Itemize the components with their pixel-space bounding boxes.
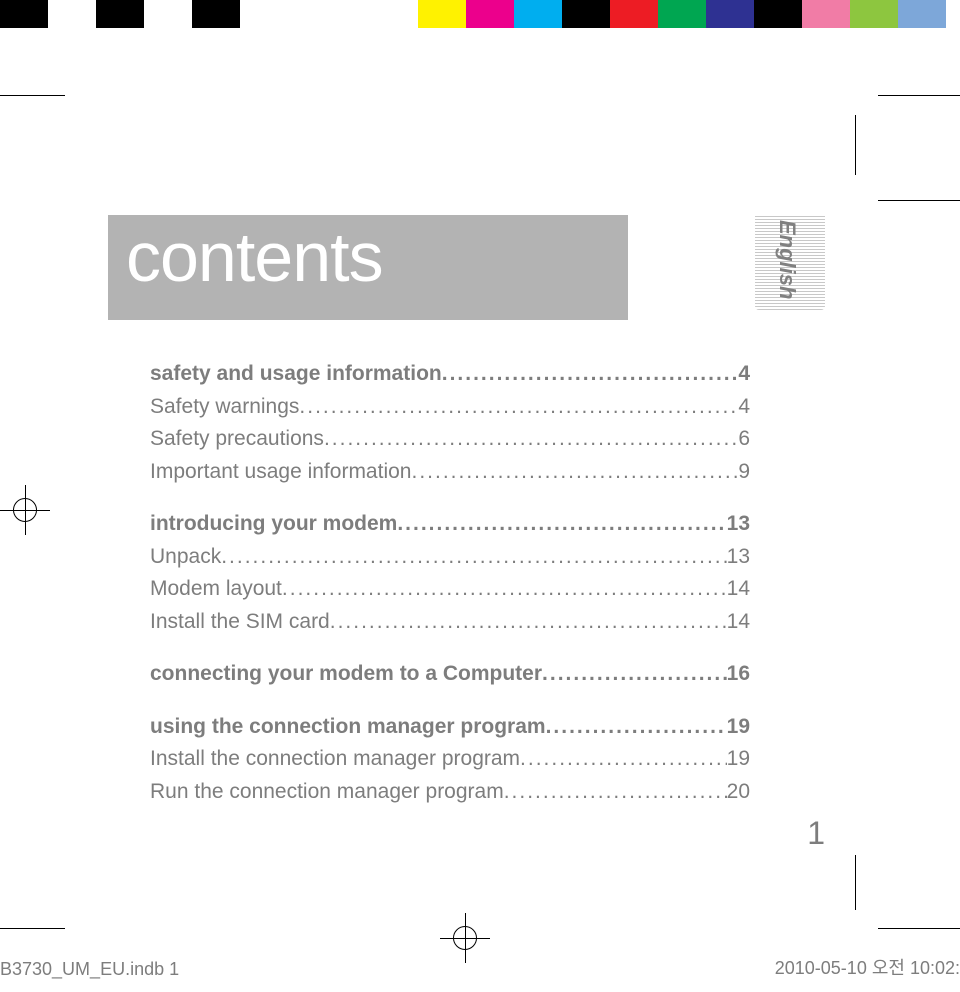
- toc-label: Modem layout: [150, 573, 282, 606]
- toc-label: Important usage information: [150, 456, 411, 489]
- toc-page: 13: [727, 508, 750, 541]
- toc-leader-dots: [330, 606, 727, 639]
- footer-filename: B3730_UM_EU.indb 1: [0, 959, 179, 980]
- toc-leader-dots: [542, 658, 727, 691]
- toc-row: Important usage information 9: [150, 456, 750, 489]
- toc-row: connecting your modem to a Computer 16: [150, 658, 750, 691]
- toc-row: Safety precautions 6: [150, 423, 750, 456]
- color-swatch: [514, 0, 562, 28]
- table-of-contents: safety and usage information4Safety warn…: [150, 358, 750, 809]
- toc-page: 19: [727, 743, 750, 776]
- toc-row: using the connection manager program 19: [150, 711, 750, 744]
- toc-page: 4: [738, 391, 750, 424]
- toc-label: Run the connection manager program: [150, 776, 504, 809]
- crop-mark: [855, 115, 856, 175]
- color-calibration-bar: [0, 0, 960, 28]
- toc-leader-dots: [504, 776, 727, 809]
- color-swatch: [48, 0, 96, 28]
- toc-page: 16: [727, 658, 750, 691]
- color-swatch: [466, 0, 514, 28]
- toc-row: Safety warnings 4: [150, 391, 750, 424]
- toc-row: Install the connection manager program 19: [150, 743, 750, 776]
- crop-mark: [878, 95, 960, 96]
- toc-leader-dots: [442, 358, 739, 391]
- toc-page: 14: [727, 606, 750, 639]
- toc-row: introducing your modem 13: [150, 508, 750, 541]
- toc-page: 4: [738, 358, 750, 391]
- color-swatch: [706, 0, 754, 28]
- toc-gap: [150, 488, 750, 508]
- toc-row: Run the connection manager program 20: [150, 776, 750, 809]
- toc-label: Unpack: [150, 541, 221, 574]
- toc-label: using the connection manager program: [150, 711, 546, 744]
- color-swatch: [96, 0, 144, 28]
- crop-mark: [0, 928, 65, 929]
- color-swatch: [240, 0, 418, 28]
- footer-date: 2010-05-10 오전 10:02:: [775, 954, 960, 980]
- toc-label: Safety warnings: [150, 391, 299, 424]
- color-swatch: [0, 0, 48, 28]
- page-title: contents: [108, 215, 628, 320]
- toc-gap: [150, 691, 750, 711]
- toc-row: safety and usage information 4: [150, 358, 750, 391]
- color-swatch: [754, 0, 802, 28]
- toc-page: 13: [727, 541, 750, 574]
- toc-label: introducing your modem: [150, 508, 397, 541]
- toc-row: Unpack 13: [150, 541, 750, 574]
- toc-leader-dots: [520, 743, 727, 776]
- toc-row: Modem layout 14: [150, 573, 750, 606]
- color-swatch: [802, 0, 850, 28]
- toc-row: Install the SIM card 14: [150, 606, 750, 639]
- color-swatch: [658, 0, 706, 28]
- toc-leader-dots: [221, 541, 726, 574]
- crop-mark: [0, 95, 65, 96]
- toc-leader-dots: [546, 711, 727, 744]
- color-swatch: [850, 0, 898, 28]
- color-swatch: [192, 0, 240, 28]
- toc-label: Safety precautions: [150, 423, 324, 456]
- toc-leader-dots: [411, 456, 738, 489]
- language-tab: English: [755, 215, 825, 310]
- toc-page: 14: [727, 573, 750, 606]
- color-swatch: [418, 0, 466, 28]
- language-label: English: [774, 220, 800, 299]
- toc-gap: [150, 638, 750, 658]
- toc-label: connecting your modem to a Computer: [150, 658, 542, 691]
- toc-page: 6: [738, 423, 750, 456]
- color-swatch: [610, 0, 658, 28]
- toc-page: 20: [727, 776, 750, 809]
- color-swatch: [898, 0, 946, 28]
- toc-label: safety and usage information: [150, 358, 442, 391]
- registration-mark: [453, 926, 477, 950]
- toc-leader-dots: [397, 508, 726, 541]
- crop-mark: [855, 855, 856, 910]
- toc-leader-dots: [324, 423, 738, 456]
- page-number: 1: [807, 815, 825, 852]
- crop-mark: [878, 928, 960, 929]
- toc-page: 19: [727, 711, 750, 744]
- color-swatch: [562, 0, 610, 28]
- toc-label: Install the SIM card: [150, 606, 330, 639]
- toc-leader-dots: [299, 391, 738, 424]
- toc-leader-dots: [282, 573, 727, 606]
- toc-label: Install the connection manager program: [150, 743, 520, 776]
- registration-mark: [13, 498, 37, 522]
- color-swatch: [144, 0, 192, 28]
- toc-page: 9: [738, 456, 750, 489]
- crop-mark: [878, 200, 960, 201]
